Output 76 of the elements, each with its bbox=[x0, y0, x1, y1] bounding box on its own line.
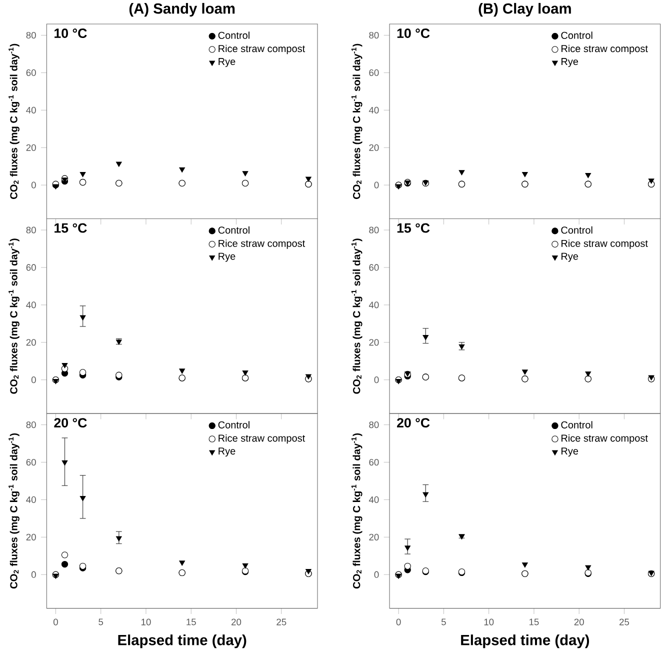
x-axis-title: Elapsed time (day) bbox=[461, 634, 590, 648]
y-tick-label: 60 bbox=[369, 69, 379, 76]
legend-label: Control bbox=[561, 226, 592, 234]
y-axis-title: CO$_{2}$ fluxes (mg C kg$^{-1}$ soil day$^{-1}$) bbox=[8, 238, 20, 394]
y-axis-title: CO$_{2}$ fluxes (mg C kg$^{-1}$ soil day$^{-1}$) bbox=[8, 433, 20, 588]
legend-label: Rice straw compost bbox=[218, 434, 306, 444]
x-tick-label: 10 bbox=[142, 618, 151, 626]
legend-label: Control bbox=[561, 31, 592, 39]
y-tick-label: 0 bbox=[374, 182, 379, 188]
x-tick-label: 25 bbox=[276, 618, 286, 626]
x-axis-title: Elapsed time (day) bbox=[118, 634, 246, 648]
y-tick-label: 40 bbox=[26, 496, 36, 503]
legend-label: Rye bbox=[562, 252, 578, 262]
y-tick-label: 40 bbox=[368, 301, 379, 308]
x-tick-label: 20 bbox=[232, 618, 242, 626]
y-tick-label: 60 bbox=[369, 264, 379, 271]
annotation: 15 °C bbox=[397, 223, 430, 233]
legend-label: Rice straw compost bbox=[218, 44, 306, 54]
y-tick-label: 20 bbox=[369, 534, 379, 540]
y-tick-label: 80 bbox=[26, 226, 36, 234]
y-axis-title: CO$_{2}$ fluxes (mg C kg$^{-1}$ soil day$^{-1}$) bbox=[351, 44, 362, 199]
chart-title: (A) Sandy loam bbox=[129, 2, 235, 16]
y-tick-label: 20 bbox=[26, 534, 36, 540]
y-tick-label: 60 bbox=[26, 69, 36, 76]
legend-label: Control bbox=[561, 420, 592, 428]
legend-label: Rye bbox=[218, 58, 236, 67]
annotation: 20 °C bbox=[397, 418, 430, 428]
y-tick-label: 0 bbox=[31, 182, 36, 188]
y-tick-label: 80 bbox=[26, 32, 36, 38]
y-tick-label: 0 bbox=[31, 571, 36, 578]
legend-label: Rice straw compost bbox=[218, 239, 306, 249]
y-tick-label: 40 bbox=[26, 106, 36, 114]
y-tick-label: 20 bbox=[369, 144, 379, 151]
x-tick-label: 0 bbox=[396, 618, 401, 626]
legend-label: Control bbox=[218, 31, 250, 39]
legend-label: Rye bbox=[218, 252, 236, 262]
y-tick-label: 40 bbox=[368, 106, 379, 114]
y-axis-title: CO$_{2}$ fluxes (mg C kg$^{-1}$ soil day$^{-1}$) bbox=[351, 433, 362, 588]
y-tick-label: 20 bbox=[26, 338, 36, 346]
y-tick-label: 20 bbox=[369, 338, 379, 346]
legend-label: Rice straw compost bbox=[562, 44, 648, 54]
y-tick-label: 0 bbox=[374, 376, 379, 383]
y-tick-label: 60 bbox=[26, 458, 36, 466]
y-tick-label: 80 bbox=[26, 421, 36, 428]
x-tick-label: 15 bbox=[529, 618, 539, 626]
y-tick-label: 0 bbox=[374, 571, 379, 578]
x-tick-label: 25 bbox=[620, 618, 630, 626]
x-tick-label: 5 bbox=[98, 618, 104, 626]
annotation: 15 °C bbox=[54, 223, 87, 233]
annotation: 20 °C bbox=[54, 418, 87, 428]
y-tick-label: 40 bbox=[26, 301, 36, 308]
y-tick-label: 60 bbox=[26, 264, 36, 271]
y-tick-label: 80 bbox=[369, 421, 379, 428]
annotation: 10 °C bbox=[397, 28, 430, 38]
y-axis-title: CO$_{2}$ fluxes (mg C kg$^{-1}$ soil day$^{-1}$) bbox=[351, 238, 362, 394]
chart-title: (B) Clay loam bbox=[478, 2, 571, 16]
x-tick-label: 15 bbox=[186, 618, 196, 626]
y-tick-label: 20 bbox=[26, 144, 36, 151]
y-tick-label: 60 bbox=[369, 458, 379, 466]
legend-label: Rice straw compost bbox=[562, 239, 648, 249]
annotation: 10 °C bbox=[54, 28, 87, 38]
y-tick-label: 0 bbox=[31, 376, 36, 383]
y-tick-label: 80 bbox=[369, 32, 379, 38]
legend-label: Rye bbox=[562, 447, 578, 456]
x-tick-label: 10 bbox=[484, 618, 494, 626]
y-tick-label: 40 bbox=[368, 496, 379, 503]
legend-label: Rye bbox=[218, 447, 236, 456]
x-tick-label: 5 bbox=[441, 618, 446, 626]
y-axis-title: CO$_{2}$ fluxes (mg C kg$^{-1}$ soil day$^{-1}$) bbox=[8, 44, 20, 199]
legend-label: Control bbox=[218, 226, 250, 234]
legend-label: Rye bbox=[562, 58, 578, 67]
x-tick-label: 20 bbox=[574, 618, 584, 626]
legend-label: Rice straw compost bbox=[562, 434, 648, 444]
x-tick-label: 0 bbox=[53, 618, 58, 626]
legend-label: Control bbox=[218, 420, 250, 428]
y-tick-label: 80 bbox=[369, 226, 379, 234]
